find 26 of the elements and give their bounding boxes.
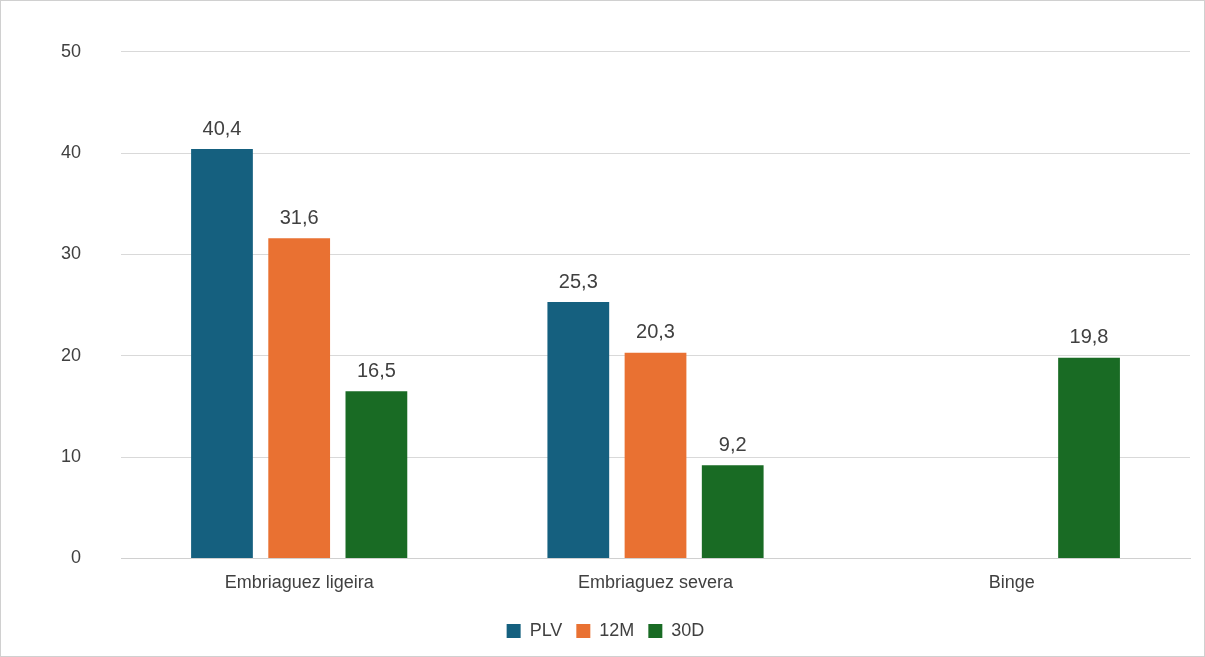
- bar: [1058, 357, 1120, 558]
- bar: [345, 391, 408, 558]
- legend-label: 30D: [671, 619, 705, 640]
- bar: [701, 465, 764, 558]
- x-tick-label: Embriaguez ligeira: [224, 572, 375, 593]
- data-label: 25,3: [558, 269, 598, 292]
- data-label: 31,6: [279, 205, 319, 228]
- y-tick-label: 50: [60, 40, 82, 61]
- bar: [547, 302, 610, 558]
- y-tick-label: 30: [60, 243, 82, 264]
- data-label: 19,8: [1069, 325, 1109, 348]
- x-tick-label: Binge: [988, 572, 1035, 593]
- x-tick-label: Embriaguez severa: [577, 572, 735, 593]
- data-label: 9,2: [718, 432, 747, 455]
- y-tick-label: 40: [60, 142, 82, 163]
- bar: [624, 352, 687, 558]
- y-tick-label: 10: [60, 446, 82, 467]
- legend-label: 12M: [599, 619, 635, 640]
- data-label: 20,3: [636, 320, 675, 343]
- y-tick-label: 0: [71, 547, 82, 568]
- bar: [268, 238, 331, 558]
- bar: [191, 149, 253, 558]
- legend-label: PLV: [529, 619, 563, 640]
- data-label: 16,5: [356, 358, 396, 381]
- y-tick-label: 20: [60, 344, 82, 365]
- data-label: 40,4: [202, 116, 242, 139]
